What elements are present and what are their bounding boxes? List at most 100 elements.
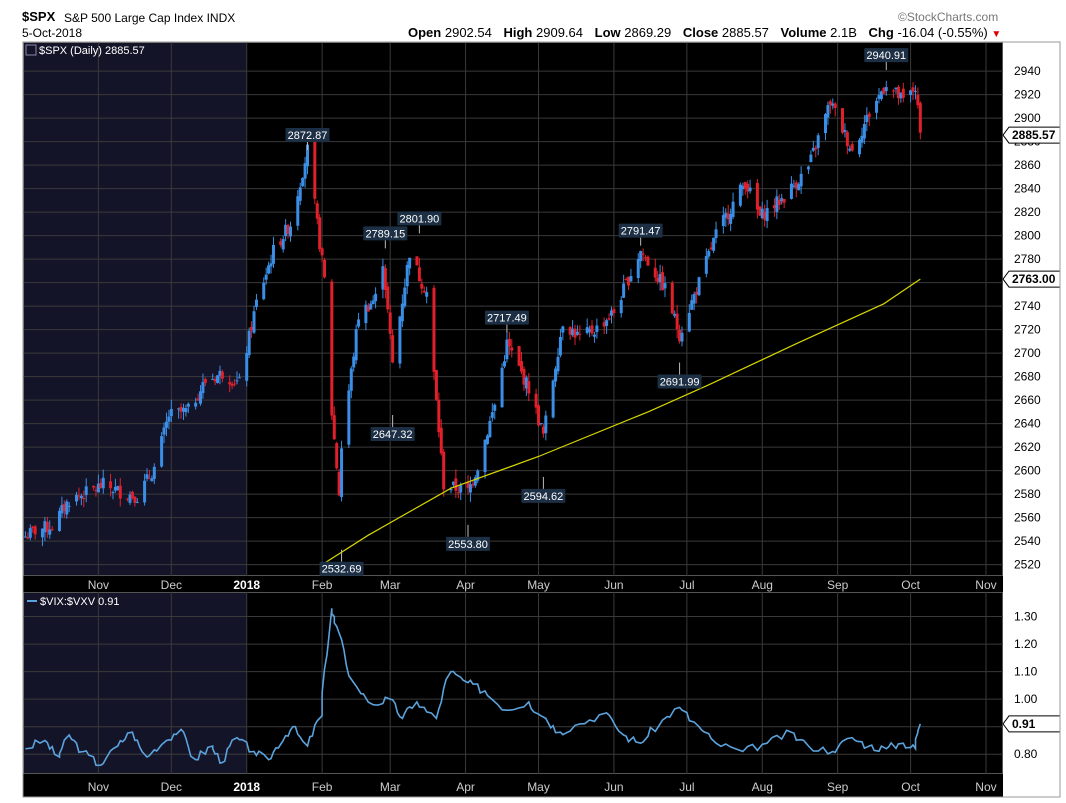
- candle-body: [116, 486, 120, 491]
- candle-body: [48, 529, 52, 535]
- candle-body: [741, 185, 745, 190]
- high-label: High: [503, 25, 533, 40]
- annotation-label: 2872.87: [288, 130, 328, 142]
- price-tick-label: 2600: [1014, 464, 1041, 478]
- candle-body: [520, 361, 524, 372]
- candle-body: [527, 381, 531, 394]
- candle-body: [40, 528, 44, 538]
- candle-body: [320, 248, 324, 256]
- candle-body: [332, 415, 336, 440]
- candle-body: [843, 129, 847, 132]
- candle-body: [330, 281, 334, 416]
- annotation-box: [397, 211, 442, 226]
- candle-body: [456, 492, 460, 494]
- candle-body: [184, 408, 188, 413]
- annotation-box: [864, 48, 909, 63]
- candle-body: [420, 283, 424, 289]
- candle-body: [167, 416, 171, 422]
- candles: [23, 80, 922, 547]
- candle-body: [627, 276, 631, 286]
- ratio-tick-label: 1.30: [1014, 610, 1038, 624]
- candle-body: [493, 404, 497, 411]
- candle-body: [670, 282, 674, 314]
- ratio-x-month-label: Nov: [88, 780, 109, 794]
- annotation-label: 2553.80: [448, 539, 488, 551]
- candle-body: [833, 103, 837, 109]
- ratio-tick-label: 0.80: [1014, 747, 1038, 761]
- candle-body: [571, 328, 575, 336]
- candle-body: [152, 466, 156, 479]
- candle-body: [653, 267, 657, 278]
- price-tick-label: 2620: [1014, 440, 1041, 454]
- ratio-x-month-label: Apr: [456, 780, 475, 794]
- candle-body: [99, 482, 103, 488]
- candle-body: [468, 483, 472, 493]
- candle-body: [814, 147, 818, 150]
- candle-body: [181, 407, 185, 412]
- candle-body: [349, 368, 353, 391]
- candle-body: [505, 339, 509, 360]
- candle-body: [848, 148, 852, 151]
- annotation-label: 2791.47: [621, 226, 661, 238]
- annotation-label: 2691.99: [660, 377, 700, 389]
- candle-body: [522, 368, 526, 385]
- candle-body: [352, 356, 356, 368]
- price-tick-label: 2940: [1014, 64, 1041, 78]
- candle-body: [624, 279, 628, 281]
- candle-body: [288, 226, 292, 237]
- candle-body: [755, 182, 759, 210]
- ratio-panel-axis-strip: [1003, 592, 1060, 774]
- candle-body: [595, 325, 599, 333]
- ratio-x-month-label: Sep: [827, 780, 849, 794]
- candle-body: [218, 370, 222, 376]
- candle-body: [709, 247, 713, 250]
- candle-body: [252, 311, 256, 333]
- price-x-month-label: Aug: [752, 578, 773, 592]
- candle-body: [323, 259, 327, 278]
- candle-body: [94, 490, 98, 492]
- candle-body: [388, 312, 392, 334]
- candle-body: [84, 486, 88, 496]
- candle-body: [748, 187, 752, 192]
- low-label: Low: [594, 25, 621, 40]
- candle-body: [301, 178, 305, 187]
- candle-body: [622, 283, 626, 298]
- annotation-label: 2532.69: [322, 564, 362, 576]
- candle-body: [432, 287, 436, 372]
- candle-body: [67, 505, 71, 507]
- candle-body: [867, 113, 871, 117]
- candle-body: [254, 299, 258, 307]
- price-last-tag: 2885.57: [1002, 126, 1061, 144]
- candle-body: [858, 139, 862, 155]
- candle-body: [797, 184, 801, 191]
- candle-body: [398, 316, 402, 364]
- candle-body: [211, 378, 215, 380]
- candle-body: [216, 375, 220, 383]
- candle-body: [780, 198, 784, 202]
- candle-body: [286, 225, 290, 235]
- candle-body: [568, 327, 572, 335]
- candle-body: [896, 86, 900, 99]
- candle-body: [799, 173, 803, 187]
- candle-body: [347, 390, 351, 445]
- candle-body: [517, 346, 521, 366]
- open-label: Open: [408, 25, 442, 40]
- candle-body: [313, 141, 317, 199]
- candle-body: [57, 510, 61, 531]
- candle-body: [135, 501, 139, 504]
- candle-body: [862, 123, 866, 139]
- open-value: 2902.54: [444, 25, 492, 40]
- candle-body: [92, 485, 96, 488]
- candle-body: [337, 472, 341, 496]
- price-x-month-label: May: [527, 578, 550, 592]
- candle-body: [556, 356, 560, 372]
- price-tick-label: 2820: [1014, 205, 1041, 219]
- candle-body: [758, 206, 762, 216]
- candle-body: [782, 198, 786, 203]
- candle-body: [340, 448, 344, 498]
- candle-body: [875, 100, 879, 113]
- candle-body: [28, 528, 32, 538]
- close-value: 2885.57: [721, 25, 769, 40]
- candle-body: [179, 406, 183, 412]
